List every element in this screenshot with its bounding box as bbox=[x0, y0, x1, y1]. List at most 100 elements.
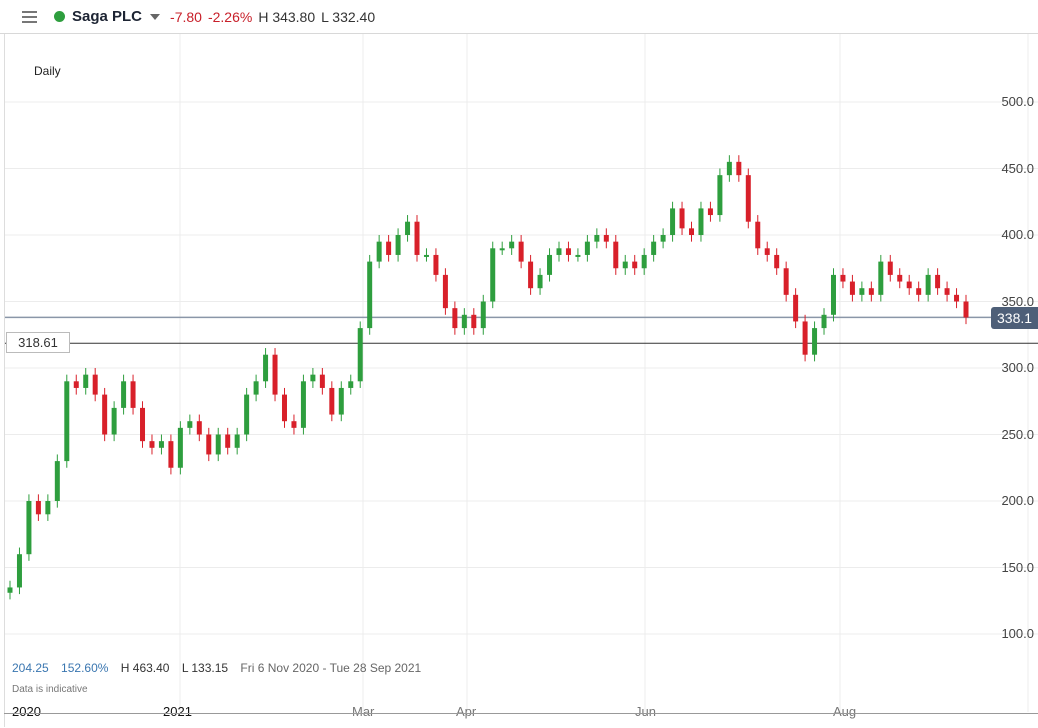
candle-body bbox=[840, 274, 846, 282]
date-range: Fri 6 Nov 2020 - Tue 28 Sep 2021 bbox=[240, 661, 422, 675]
y-tick-label: 250.0 bbox=[1001, 426, 1034, 442]
candle-body bbox=[547, 254, 553, 275]
candle-body bbox=[215, 434, 221, 455]
candle-body bbox=[45, 501, 51, 515]
candle-body bbox=[537, 274, 543, 289]
candle-body bbox=[168, 441, 174, 468]
candle-body bbox=[386, 241, 392, 255]
candle-body bbox=[830, 274, 836, 315]
candle-body bbox=[717, 175, 723, 216]
current-price-tag: 338.1 bbox=[991, 307, 1038, 329]
candle-body bbox=[878, 261, 884, 295]
x-tick-label: Apr bbox=[456, 704, 477, 719]
candle-body bbox=[121, 381, 127, 408]
candle-body bbox=[461, 314, 467, 329]
candle-body bbox=[291, 421, 297, 428]
candle-body bbox=[528, 261, 534, 289]
candle-body bbox=[92, 374, 98, 395]
candle-body bbox=[584, 241, 590, 255]
divider bbox=[4, 34, 5, 727]
day-high: H 343.80 bbox=[258, 8, 316, 25]
candle-body bbox=[490, 248, 496, 302]
candle-body bbox=[130, 381, 136, 408]
candle-body bbox=[783, 268, 789, 295]
range-low: L 133.15 bbox=[181, 661, 229, 675]
candle-body bbox=[906, 281, 912, 289]
candle-body bbox=[707, 208, 713, 216]
candle-body bbox=[35, 501, 41, 515]
x-tick-label: Aug bbox=[833, 704, 857, 719]
candle-body bbox=[348, 381, 354, 388]
candle-body bbox=[622, 261, 628, 269]
y-tick-label: 300.0 bbox=[1001, 360, 1034, 375]
candle-body bbox=[16, 554, 22, 588]
y-tick-label: 200.0 bbox=[1001, 493, 1034, 508]
candle-body bbox=[319, 374, 325, 388]
candle-body bbox=[140, 407, 146, 442]
x-tick-label: 2021 bbox=[163, 704, 192, 719]
candle-body bbox=[376, 241, 382, 262]
x-tick-label: Jun bbox=[635, 704, 656, 719]
candle-body bbox=[442, 274, 448, 309]
candle-body bbox=[187, 421, 193, 428]
candle-body bbox=[518, 241, 524, 262]
candle-body bbox=[556, 248, 562, 255]
candle-body bbox=[405, 221, 411, 235]
candle-body bbox=[887, 261, 893, 275]
candle-body bbox=[916, 288, 922, 295]
candle-body bbox=[64, 381, 70, 462]
candle-body bbox=[54, 461, 60, 501]
candle-body bbox=[670, 208, 676, 235]
candle-body bbox=[954, 294, 960, 302]
reference-price-tag[interactable]: 318.61 bbox=[6, 332, 70, 353]
candle-body bbox=[603, 235, 609, 242]
candle-body bbox=[821, 314, 827, 329]
candle-body bbox=[329, 387, 335, 415]
candle-body bbox=[263, 354, 269, 382]
range-high: H 463.40 bbox=[120, 661, 170, 675]
x-tick-label: 2020 bbox=[12, 704, 41, 719]
candle-body bbox=[102, 394, 108, 435]
candle-body bbox=[480, 301, 486, 329]
candle-body bbox=[613, 241, 619, 269]
navigator-strip[interactable] bbox=[4, 713, 1038, 728]
market-status-dot bbox=[54, 11, 65, 22]
candle-body bbox=[471, 314, 477, 329]
candle-body bbox=[632, 261, 638, 269]
candle-body bbox=[868, 288, 874, 295]
candle-body bbox=[897, 274, 903, 282]
y-tick-label: 400.0 bbox=[1001, 227, 1034, 242]
candle-body bbox=[395, 235, 401, 255]
candle-body bbox=[812, 328, 818, 355]
range-stats: 204.25 152.60% H 463.40 L 133.15 Fri 6 N… bbox=[12, 661, 430, 675]
candle-body bbox=[499, 248, 505, 251]
menu-icon[interactable] bbox=[22, 10, 37, 23]
candle-body bbox=[755, 221, 761, 249]
candle-body bbox=[849, 281, 855, 295]
candle-body bbox=[272, 354, 278, 395]
candle-body bbox=[433, 254, 439, 275]
range-change-pct: 152.60% bbox=[61, 661, 109, 675]
candle-body bbox=[774, 254, 780, 269]
candle-body bbox=[149, 441, 155, 448]
candle-body bbox=[793, 294, 799, 322]
candle-body bbox=[963, 301, 969, 318]
candle-body bbox=[651, 241, 657, 255]
chevron-down-icon[interactable] bbox=[150, 13, 161, 20]
candle-body bbox=[310, 374, 316, 382]
interval-label: Daily bbox=[34, 64, 61, 78]
candle-body bbox=[736, 161, 742, 176]
disclaimer: Data is indicative bbox=[12, 684, 88, 695]
candle-body bbox=[660, 235, 666, 242]
y-tick-label: 150.0 bbox=[1001, 559, 1034, 575]
instrument-name[interactable]: Saga PLC bbox=[72, 8, 143, 25]
candle-body bbox=[300, 381, 306, 428]
candle-body bbox=[83, 374, 89, 388]
candle-body bbox=[509, 241, 515, 249]
candle-body bbox=[452, 308, 458, 329]
candle-body bbox=[802, 321, 808, 355]
candle-body bbox=[565, 248, 571, 255]
candle-body bbox=[414, 221, 420, 255]
candle-body bbox=[244, 394, 250, 435]
